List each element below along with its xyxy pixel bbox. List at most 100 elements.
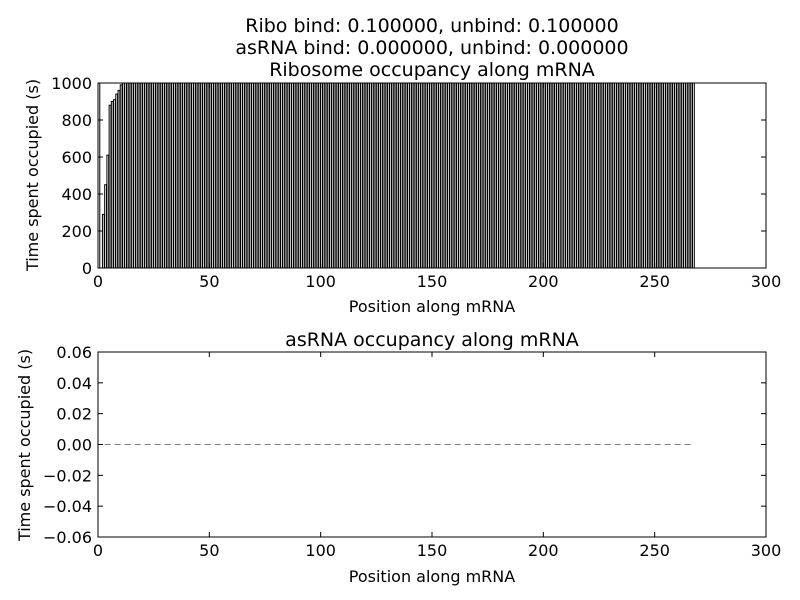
- chart1-bar: [202, 82, 205, 269]
- chart1-bar: [271, 82, 274, 269]
- chart1-bar: [117, 89, 121, 269]
- chart1-bar: [533, 82, 537, 269]
- chart1-bar: [647, 82, 651, 269]
- chart1-bar: [520, 82, 524, 269]
- chart2-ylabel: Time spent occupied (s): [15, 349, 34, 542]
- chart1-bar: [213, 82, 217, 269]
- chart2-ytick-label: −0.04: [43, 497, 92, 516]
- chart1-bar: [549, 82, 553, 269]
- chart1-bar: [424, 82, 428, 269]
- chart1-bar: [266, 82, 270, 269]
- chart1-bar: [280, 82, 283, 269]
- chart1-bar: [398, 82, 401, 269]
- chart1-bar: [574, 82, 577, 269]
- chart1-bar: [656, 82, 660, 269]
- chart1-bar: [173, 82, 176, 269]
- chart1-bar: [580, 82, 584, 269]
- figure-title-line-1: Ribo bind: 0.100000, unbind: 0.100000: [245, 15, 618, 37]
- chart1-bar: [602, 82, 606, 269]
- chart1-bar: [242, 82, 246, 269]
- chart1-bar: [246, 82, 250, 269]
- chart1-bar: [193, 82, 197, 269]
- chart1-bar: [231, 82, 234, 269]
- chart1-bar: [311, 82, 315, 269]
- chart1-bar: [233, 82, 237, 269]
- chart1-bar: [409, 82, 413, 269]
- chart1-bar: [133, 82, 136, 269]
- chart1-bar: [638, 82, 642, 269]
- chart1-bar: [631, 82, 635, 269]
- chart1-bar: [295, 82, 299, 269]
- chart1-bar: [224, 82, 228, 269]
- chart1-bar: [418, 82, 421, 269]
- chart1-bar: [511, 82, 515, 269]
- chart1-bar: [150, 82, 154, 269]
- chart1-bar: [540, 82, 544, 269]
- chart1-bar: [451, 82, 455, 269]
- chart1-xtick-label: 250: [639, 272, 670, 291]
- chart1-bar: [558, 82, 562, 269]
- chart1-bar: [199, 82, 203, 269]
- chart1-bar: [382, 82, 386, 269]
- chart1-bar: [386, 82, 390, 269]
- chart1-bar: [496, 82, 499, 269]
- chart1-bar: [164, 82, 168, 269]
- ribosome-occupancy-chart: Ribosome occupancy along mRNA 0 50 100 150 2…: [23, 59, 781, 316]
- chart1-bar: [562, 82, 566, 269]
- chart1-bar: [148, 82, 152, 269]
- chart1-bar: [373, 82, 377, 269]
- chart1-bar: [685, 82, 689, 269]
- chart1-bar: [186, 82, 190, 269]
- chart1-bar: [547, 82, 551, 269]
- chart1-bar: [442, 82, 446, 269]
- chart1-bar: [576, 82, 580, 269]
- chart1-bar: [560, 82, 564, 269]
- chart1-bar: [498, 82, 502, 269]
- chart1-bar: [168, 82, 172, 269]
- chart1-bar: [219, 82, 223, 269]
- chart1-bar: [467, 82, 470, 269]
- chart1-bar: [643, 82, 646, 269]
- chart1-bar: [600, 82, 604, 269]
- chart1-xtick-label: 0: [93, 272, 103, 291]
- chart1-bar: [237, 82, 241, 269]
- chart1-bar: [645, 82, 649, 269]
- chart1-xtick-label: 200: [528, 272, 559, 291]
- chart2-axes: 0 50 100 150 200 250 300 −0.06 −0.04 −0.02 0.00 0.0…: [43, 343, 781, 560]
- chart1-bar: [542, 82, 546, 269]
- chart1-bar: [273, 82, 277, 269]
- chart1-axes: 0 50 100 150 200 250 300 0 200 400 600 800 1000: [51, 74, 781, 291]
- chart2-ytick-label: −0.06: [43, 528, 92, 547]
- chart1-bar: [144, 82, 148, 269]
- chart1-bar: [671, 82, 675, 269]
- chart1-bar: [444, 82, 448, 269]
- chart2-xtick-label: 250: [639, 541, 670, 560]
- chart1-bar: [689, 82, 693, 269]
- chart1-bar: [380, 82, 384, 269]
- chart1-bar: [527, 82, 531, 269]
- chart1-bar: [351, 82, 355, 269]
- chart1-bar: [286, 82, 290, 269]
- chart1-ytick-label: 1000: [51, 74, 92, 93]
- chart1-bar: [609, 82, 613, 269]
- chart1-bar: [346, 82, 350, 269]
- chart1-bar: [605, 82, 608, 269]
- chart1-bar: [182, 82, 185, 269]
- chart1-bar: [629, 82, 633, 269]
- chart1-bar: [455, 82, 459, 269]
- chart1-bar: [518, 82, 522, 269]
- chart1-bar: [166, 82, 170, 269]
- chart1-bar: [304, 82, 308, 269]
- chart1-bar: [128, 82, 132, 269]
- chart1-bar: [654, 82, 657, 269]
- asrna-occupancy-chart: asRNA occupancy along mRNA 0 50 100 150 200 2…: [15, 329, 781, 586]
- chart1-bar: [326, 82, 330, 269]
- chart1-bar: [525, 82, 528, 269]
- chart1-bar: [553, 82, 557, 269]
- chart1-bar: [504, 82, 508, 269]
- chart1-bar: [680, 82, 684, 269]
- chart1-bar: [217, 82, 221, 269]
- chart1-bar: [333, 82, 337, 269]
- chart1-bar: [420, 82, 424, 269]
